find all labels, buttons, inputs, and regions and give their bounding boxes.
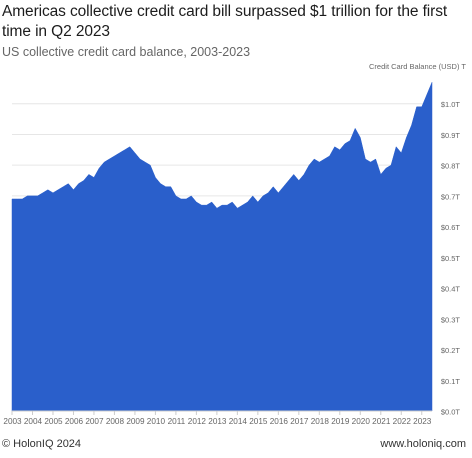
y-tick-label: $0.1T — [441, 377, 461, 386]
x-tick-label: 2015 — [249, 417, 268, 426]
x-tick-label: 2022 — [393, 417, 412, 426]
x-tick-label: 2023 — [413, 417, 432, 426]
x-tick-label: 2004 — [24, 417, 43, 426]
y-tick-label: $0.0T — [441, 408, 461, 417]
x-tick-label: 2013 — [208, 417, 227, 426]
x-tick-label: 2016 — [270, 417, 289, 426]
y-tick-label: $0.6T — [441, 223, 461, 232]
y-tick-label: $0.9T — [441, 131, 461, 140]
x-tick-label: 2005 — [44, 417, 63, 426]
x-tick-label: 2008 — [106, 417, 125, 426]
balance-area — [11, 82, 433, 412]
y-tick-label: $0.8T — [441, 162, 461, 171]
y-tick-label: $0.3T — [441, 315, 461, 324]
x-tick-label: 2018 — [311, 417, 330, 426]
y-tick-label: $0.5T — [441, 254, 461, 263]
y-tick-label: $0.7T — [441, 192, 461, 201]
x-tick-label: 2009 — [126, 417, 145, 426]
x-tick-label: 2010 — [147, 417, 166, 426]
x-tick-label: 2006 — [65, 417, 84, 426]
y-tick-label: $1.0T — [441, 100, 461, 109]
x-tick-label: 2011 — [168, 417, 186, 426]
x-tick-label: 2014 — [229, 417, 248, 426]
y-axis-label: Credit Card Balance (USD) T — [369, 62, 466, 71]
x-tick-label: 2007 — [85, 417, 104, 426]
x-tick-label: 2021 — [372, 417, 391, 426]
x-tick-label: 2017 — [290, 417, 309, 426]
x-tick-label: 2003 — [3, 417, 22, 426]
y-tick-label: $0.2T — [441, 346, 461, 355]
x-tick-label: 2012 — [188, 417, 207, 426]
source-link[interactable]: www.holoniq.com — [380, 438, 466, 450]
x-tick-label: 2020 — [352, 417, 371, 426]
x-tick-label: 2019 — [331, 417, 350, 426]
chart-title: Americas collective credit card bill sur… — [2, 3, 448, 40]
copyright-text: © HolonIQ 2024 — [2, 438, 82, 450]
chart-subtitle: US collective credit card balance, 2003-… — [2, 45, 251, 59]
y-tick-label: $0.4T — [441, 285, 461, 294]
